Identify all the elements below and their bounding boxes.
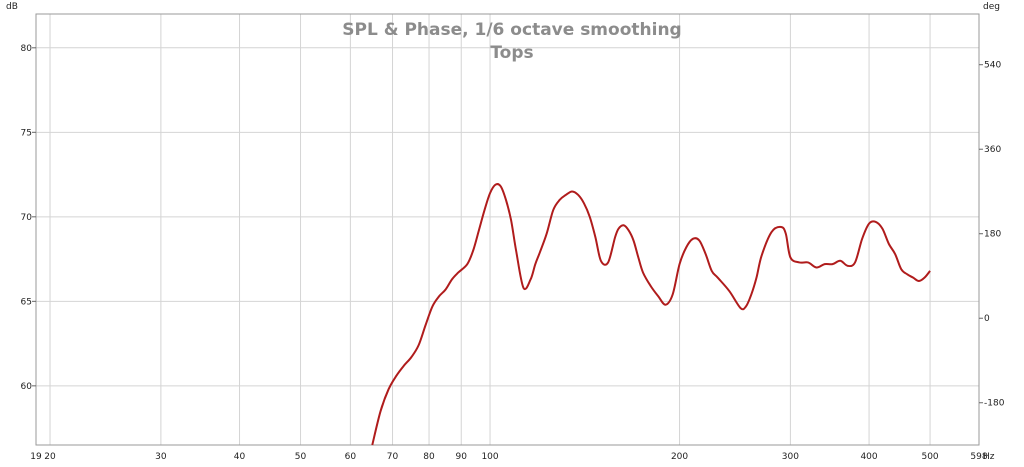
x-tick-label: 90 bbox=[456, 452, 468, 462]
y2-tick-label: 540 bbox=[984, 61, 1001, 71]
x-tick-label: 80 bbox=[423, 452, 435, 462]
x-tick-label: 70 bbox=[387, 452, 399, 462]
x-tick-label: 30 bbox=[155, 452, 167, 462]
x-tick-label: 598 bbox=[970, 452, 987, 462]
x-tick-label: 19 bbox=[30, 452, 42, 462]
axis-ticks: 19 20 30 40 50 60 70 80 90 100 200 300 400 500 598 60 65… bbox=[21, 44, 1005, 462]
y2-tick-label: 180 bbox=[984, 230, 1001, 240]
y-tick-label: 70 bbox=[21, 213, 33, 223]
series-layer bbox=[371, 183, 931, 446]
x-tick-label: 40 bbox=[234, 452, 246, 462]
x-unit-label: Hz bbox=[983, 452, 995, 462]
x-tick-label: 60 bbox=[345, 452, 357, 462]
y2-tick-label: 0 bbox=[984, 314, 990, 324]
y-right-unit-label: deg bbox=[983, 2, 1000, 12]
x-tick-label: 20 bbox=[44, 452, 56, 462]
x-tick-label: 500 bbox=[921, 452, 938, 462]
y-tick-label: 75 bbox=[21, 128, 32, 138]
x-tick-label: 200 bbox=[671, 452, 688, 462]
y-tick-label: 60 bbox=[21, 382, 33, 392]
x-tick-label: 400 bbox=[860, 452, 877, 462]
chart-title: SPL & Phase, 1/6 octave smoothing bbox=[342, 20, 681, 40]
y-left-unit-label: dB bbox=[6, 2, 18, 12]
plot-frame bbox=[35, 13, 980, 446]
x-tick-label: 100 bbox=[481, 452, 498, 462]
grid-lines bbox=[36, 14, 979, 445]
chart-subtitle: Tops bbox=[490, 43, 533, 63]
x-tick-label: 300 bbox=[782, 452, 799, 462]
y-tick-label: 80 bbox=[21, 44, 33, 54]
y2-tick-label: -180 bbox=[984, 399, 1005, 409]
spl-series-line bbox=[371, 183, 931, 446]
x-tick-label: 50 bbox=[295, 452, 307, 462]
y-tick-label: 65 bbox=[21, 297, 32, 307]
y2-tick-label: 360 bbox=[984, 145, 1001, 155]
